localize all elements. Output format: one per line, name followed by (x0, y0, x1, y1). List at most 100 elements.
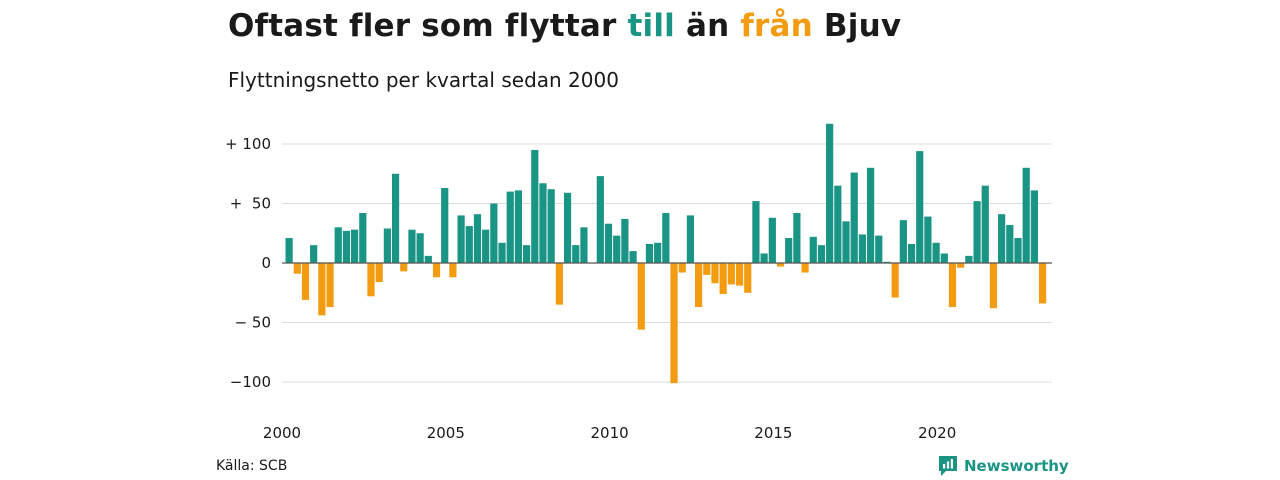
grid-lines (282, 143, 1052, 383)
data-bar (654, 242, 662, 263)
title-part3: Bjuv (812, 8, 902, 44)
data-bar (940, 253, 948, 263)
title-till: till (627, 8, 675, 44)
x-tick-label: 2010 (591, 424, 629, 442)
data-bar (629, 251, 637, 263)
x-tick-label: 2020 (918, 424, 956, 442)
data-bar (1030, 190, 1038, 263)
data-bar (621, 218, 629, 263)
data-bar (1038, 263, 1047, 304)
x-axis-ticks: 2000 2005 2010 2015 2020 (263, 424, 956, 442)
data-bar (1014, 238, 1022, 263)
data-bar (637, 263, 645, 330)
data-bar (408, 229, 416, 263)
data-bar (326, 263, 334, 308)
data-bar (400, 263, 408, 272)
data-bar (703, 263, 711, 275)
data-bar (695, 263, 703, 308)
data-bar (563, 192, 572, 263)
data-bar (752, 201, 760, 263)
data-bar (342, 230, 351, 263)
y-tick-label: + 100 (225, 135, 271, 153)
data-bar (293, 263, 301, 274)
data-bar (580, 227, 588, 263)
data-bar (916, 151, 924, 263)
data-bar (907, 243, 916, 263)
x-tick-label: 2005 (427, 424, 465, 442)
data-bar (424, 255, 432, 263)
data-bar (367, 263, 375, 297)
data-bar (375, 263, 383, 283)
data-bar (817, 245, 826, 263)
data-bar (850, 172, 858, 263)
data-bar (498, 242, 506, 263)
newsworthy-logo-icon (939, 456, 957, 476)
data-bar (686, 215, 695, 263)
y-tick-label: + 50 (230, 195, 271, 213)
data-bar (875, 235, 883, 263)
source-note: Källa: SCB (216, 458, 288, 474)
data-bar (514, 190, 523, 263)
data-bar (547, 189, 555, 263)
data-bar (416, 233, 424, 263)
data-bar (998, 214, 1006, 263)
data-bar (981, 185, 989, 263)
data-bar (334, 227, 342, 263)
y-axis-ticks: + 100 + 50 0 − 50 −100 (225, 135, 271, 391)
x-tick-label: 2000 (263, 424, 301, 442)
data-bar (301, 263, 310, 300)
data-bar (948, 263, 957, 308)
data-bar (768, 217, 776, 263)
data-bar (318, 263, 326, 316)
data-bar (866, 167, 875, 263)
data-bar (711, 263, 719, 284)
data-bar (801, 263, 809, 273)
data-bar (760, 253, 768, 263)
data-bar (891, 263, 899, 298)
title-fran: från (740, 8, 813, 44)
data-bar (989, 263, 998, 309)
brand-name: Newsworthy (964, 457, 1069, 475)
bars (285, 123, 1047, 384)
data-bar (957, 263, 965, 268)
data-bar (555, 263, 563, 305)
title-part2: än (674, 8, 741, 44)
data-bar (432, 263, 441, 278)
data-bar (645, 243, 654, 263)
data-bar (670, 263, 678, 384)
data-bar (719, 263, 727, 294)
data-bar (924, 216, 932, 263)
data-bar (383, 228, 391, 263)
data-bar (449, 263, 457, 278)
data-bar (465, 226, 473, 263)
data-bar (727, 263, 735, 285)
data-bar (531, 149, 539, 263)
chart-title: Oftast fler som flyttar till än från Bju… (228, 8, 901, 44)
data-bar (826, 123, 834, 264)
brand-logo[interactable]: Newsworthy (938, 455, 1069, 477)
data-bar (965, 255, 973, 263)
data-bar (735, 263, 744, 286)
data-bar (310, 245, 318, 263)
data-bar (1022, 167, 1030, 263)
data-bar (604, 223, 613, 263)
data-bar (785, 238, 793, 263)
data-bar (809, 236, 817, 263)
data-bar (572, 245, 580, 263)
data-bar (473, 214, 482, 263)
data-bar (391, 173, 400, 263)
title-part1: Oftast fler som flyttar (228, 8, 628, 44)
data-bar (932, 242, 940, 263)
x-tick-label: 2015 (754, 424, 792, 442)
data-bar (858, 234, 866, 263)
data-bar (490, 203, 498, 263)
data-bar (744, 263, 752, 293)
y-tick-label: −100 (230, 373, 271, 391)
data-bar (457, 215, 465, 263)
data-bar (793, 213, 801, 263)
data-bar (351, 229, 359, 263)
data-bar (523, 245, 531, 263)
data-bar (776, 263, 785, 267)
data-bar (842, 221, 850, 263)
